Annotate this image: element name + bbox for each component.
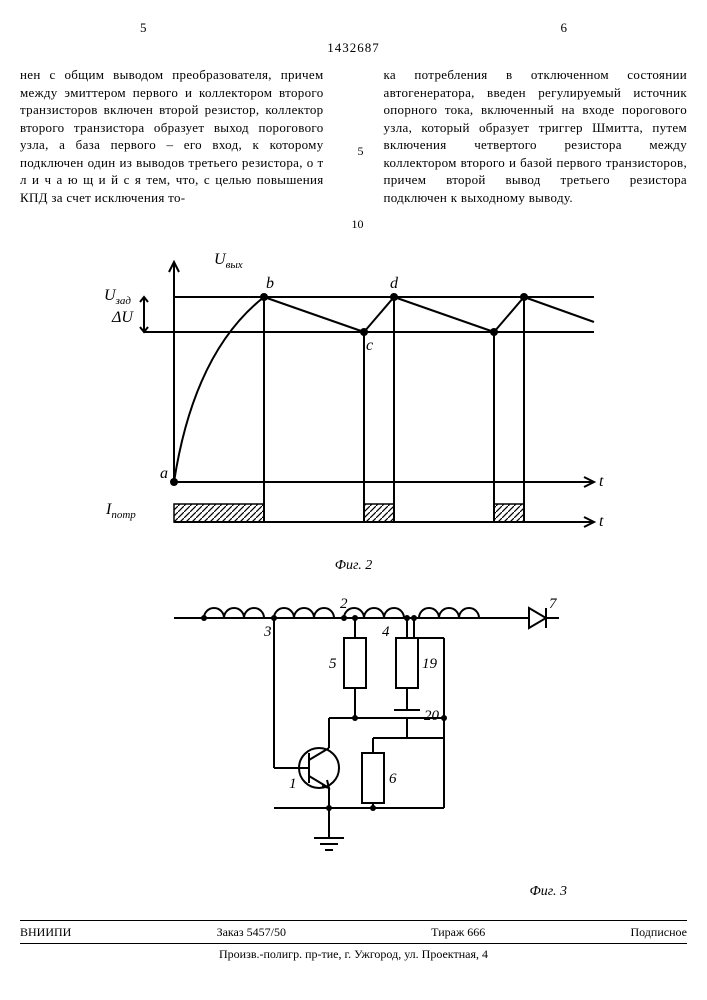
document-number: 1432687 bbox=[20, 40, 687, 56]
fig3-label-20: 20 bbox=[424, 708, 440, 724]
fig2-pt-c: c bbox=[366, 337, 373, 354]
fig3-label-1: 1 bbox=[289, 776, 297, 792]
right-column: ка потребления в отключенном состоянии а… bbox=[384, 66, 688, 232]
fig2-uvyh-label: Uвых bbox=[214, 251, 243, 271]
figure-2-svg: Uвых Uзад ΔU Iпотр t t a b c d bbox=[94, 242, 614, 552]
footer-org: ВНИИПИ bbox=[20, 925, 71, 940]
fig2-pt-d: d bbox=[390, 275, 399, 292]
fig2-du-label: ΔU bbox=[111, 309, 134, 326]
footer-address: Произв.-полигр. пр-тие, г. Ужгород, ул. … bbox=[20, 947, 687, 962]
fig3-label-3: 3 bbox=[263, 624, 272, 640]
left-column: нен с общим выводом преобразователя, при… bbox=[20, 66, 324, 232]
fig2-pt-a: a bbox=[160, 465, 168, 482]
fig3-label-19: 19 bbox=[422, 656, 438, 672]
page-numbers: 5 6 bbox=[20, 20, 687, 36]
footer: ВНИИПИ Заказ 5457/50 Тираж 666 Подписное… bbox=[20, 920, 687, 962]
footer-order: Заказ 5457/50 bbox=[217, 925, 286, 940]
fig3-label-7: 7 bbox=[549, 596, 558, 612]
fig3-label-6: 6 bbox=[389, 771, 397, 787]
fig3-label-2: 2 bbox=[340, 596, 348, 612]
fig2-t1-label: t bbox=[599, 473, 604, 490]
footer-sub: Подписное bbox=[630, 925, 687, 940]
fig2-caption: Фиг. 2 bbox=[20, 558, 687, 574]
fig2-ipotr-label: Iпотр bbox=[105, 501, 136, 521]
page-num-right: 6 bbox=[561, 20, 568, 36]
fig2-uzad-label: Uзад bbox=[104, 287, 131, 307]
fig2-pt-b: b bbox=[266, 275, 274, 292]
fig3-label-5: 5 bbox=[329, 656, 337, 672]
line-number-10: 10 bbox=[344, 217, 364, 232]
page-num-left: 5 bbox=[140, 20, 147, 36]
line-number-5: 5 bbox=[344, 144, 364, 159]
fig3-caption: Фиг. 3 bbox=[20, 884, 687, 900]
fig2-t2-label: t bbox=[599, 513, 604, 530]
fig3-label-4: 4 bbox=[382, 624, 390, 640]
text-columns: нен с общим выводом преобразователя, при… bbox=[20, 66, 687, 232]
footer-tirazh: Тираж 666 bbox=[431, 925, 485, 940]
figure-3-svg: 2 3 4 7 5 19 20 1 6 bbox=[144, 578, 564, 878]
page-header: 5 6 1432687 bbox=[20, 20, 687, 56]
figures-area: Uвых Uзад ΔU Iпотр t t a b c d Фиг. 2 bbox=[20, 242, 687, 900]
line-number-gutter: 5 10 bbox=[344, 66, 364, 232]
footer-line-1: ВНИИПИ Заказ 5457/50 Тираж 666 Подписное bbox=[20, 925, 687, 944]
